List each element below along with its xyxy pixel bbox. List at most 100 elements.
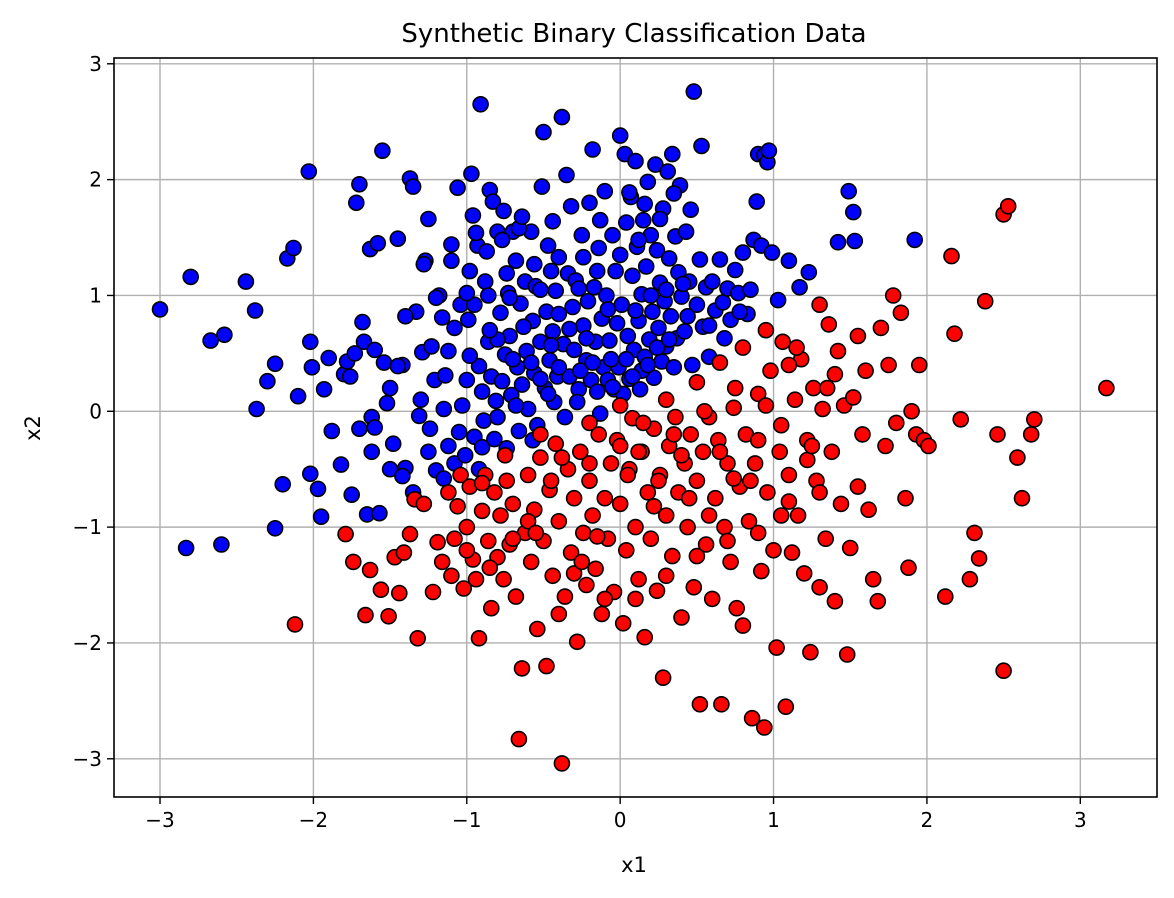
scatter-point: [688, 547, 706, 565]
scatter-point: [663, 547, 681, 565]
scatter-point: [433, 553, 451, 571]
scatter-point: [691, 695, 709, 713]
scatter-point: [716, 329, 733, 347]
scatter-point: [864, 570, 882, 588]
scatter-point: [337, 525, 354, 543]
scatter-point: [660, 250, 678, 267]
scatter-point: [693, 137, 710, 155]
scatter-point: [844, 389, 862, 406]
scatter-point: [363, 443, 381, 461]
scatter-point: [332, 456, 350, 473]
scatter-point: [780, 493, 798, 510]
scatter-point: [550, 248, 568, 266]
scatter-point: [507, 588, 525, 605]
scatter-point: [590, 239, 608, 257]
scatter-point: [617, 541, 635, 559]
scatter-point: [522, 354, 540, 371]
scatter-point: [999, 198, 1017, 215]
scatter-point: [532, 281, 549, 299]
scatter-point: [357, 606, 374, 624]
scatter-point: [458, 371, 476, 389]
scatter-point: [482, 599, 500, 617]
scatter-point: [725, 399, 743, 417]
scatter-point: [659, 163, 677, 180]
scatter-point: [581, 194, 598, 212]
scatter-point: [542, 336, 560, 354]
scatter-point: [1009, 449, 1026, 466]
scatter-point: [558, 166, 575, 184]
scatter-point: [467, 224, 485, 242]
scatter-point: [525, 255, 543, 273]
scatter-point: [742, 472, 759, 490]
scatter-point: [504, 350, 522, 368]
scatter-point: [588, 383, 606, 400]
scatter-point: [662, 307, 680, 325]
scatter-point: [498, 472, 516, 490]
scatter-point: [607, 262, 624, 280]
scatter-point: [1022, 426, 1040, 443]
scatter-point: [246, 302, 264, 319]
scatter-point: [464, 207, 482, 224]
scatter-point: [394, 467, 411, 485]
scatter-point: [544, 323, 562, 340]
x-tick-label: 3: [1074, 808, 1087, 832]
scatter-point: [459, 311, 477, 329]
scatter-point: [887, 414, 905, 432]
scatter-point: [492, 304, 509, 322]
scatter-point: [1013, 489, 1031, 507]
scatter-point: [989, 426, 1006, 443]
scatter-point: [495, 570, 512, 588]
scatter-point: [182, 268, 199, 286]
scatter-point: [749, 385, 767, 403]
scatter-point: [617, 350, 635, 368]
scatter-point: [452, 466, 469, 484]
y-tick-label: −2: [73, 631, 102, 655]
scatter-point: [682, 201, 700, 218]
scatter-point: [650, 472, 667, 490]
scatter-point: [501, 289, 519, 307]
scatter-point: [665, 426, 683, 443]
scatter-point: [749, 431, 767, 449]
scatter-point: [706, 489, 724, 507]
scatter-point: [892, 304, 910, 322]
scatter-point: [634, 211, 652, 229]
scatter-point: [601, 332, 618, 349]
scatter-point: [880, 356, 897, 374]
scatter-point: [456, 446, 474, 464]
scatter-point: [786, 391, 804, 409]
scatter-point: [731, 303, 749, 321]
scatter-point: [495, 202, 512, 220]
x-axis-label: x1: [621, 853, 647, 877]
scatter-point: [1026, 411, 1043, 428]
scatter-point: [479, 532, 497, 550]
scatter-point: [685, 83, 703, 100]
scatter-point: [590, 426, 608, 443]
scatter-point: [544, 567, 562, 585]
scatter-point: [381, 379, 399, 397]
scatter-point: [479, 287, 497, 304]
scatter-point: [481, 559, 499, 577]
scatter-point: [237, 273, 255, 290]
scatter-point: [473, 502, 491, 520]
scatter-point: [762, 362, 779, 380]
scatter-point: [565, 565, 583, 582]
scatter-point: [654, 669, 672, 687]
scatter-point: [420, 443, 437, 461]
scatter-point: [906, 231, 924, 249]
scatter-point: [550, 305, 568, 323]
scatter-point: [1098, 379, 1115, 397]
scatter-point: [734, 617, 752, 634]
scatter-point: [627, 590, 644, 608]
scatter-point: [440, 342, 457, 360]
scatter-point: [343, 486, 361, 504]
scatter-point: [611, 437, 629, 455]
scatter-point: [826, 365, 844, 383]
scatter-point: [748, 193, 766, 210]
scatter-point: [453, 397, 471, 414]
plot-frame: [113, 57, 1158, 798]
scatter-point: [854, 426, 871, 443]
y-tick-label: 3: [89, 52, 102, 76]
scatter-point: [472, 96, 489, 113]
scatter-point: [415, 255, 433, 273]
scatter-point: [309, 480, 327, 498]
